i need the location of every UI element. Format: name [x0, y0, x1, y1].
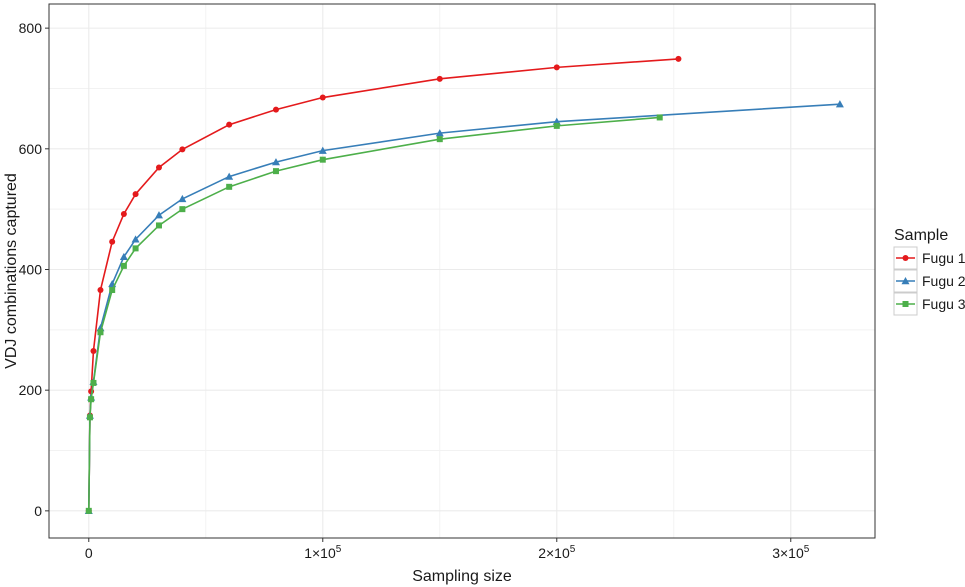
legend: Sample Fugu 1 Fugu 2 Fugu 3: [893, 227, 965, 316]
data-point: [272, 106, 279, 113]
x-tick-label: 3×105: [772, 544, 810, 561]
data-point: [155, 164, 162, 171]
data-point: [132, 191, 139, 198]
series-line: [87, 116, 660, 511]
series-layer: [84, 55, 844, 515]
plot-border: [48, 3, 876, 539]
y-tick-label: 0: [34, 503, 42, 519]
data-point: [119, 252, 128, 261]
data-point: [131, 235, 140, 243]
y-tick-label: 400: [19, 261, 43, 277]
legend-title: Sample: [894, 227, 948, 244]
legend-key-marker: [902, 301, 909, 307]
data-point: [155, 222, 162, 229]
x-tick-label: 1×105: [304, 544, 342, 561]
data-point: [271, 158, 280, 166]
data-point: [226, 121, 233, 128]
plot-panel: [49, 4, 875, 538]
data-point: [656, 114, 663, 121]
series-3: [85, 114, 663, 514]
legend-label: Fugu 1: [922, 250, 965, 266]
data-point: [120, 210, 127, 217]
data-point: [120, 262, 127, 269]
legend-item: Fugu 1: [893, 246, 965, 270]
grid-minor: [49, 4, 875, 538]
data-point: [435, 129, 444, 137]
x-tick-label: 0: [85, 545, 93, 561]
data-point: [88, 396, 95, 403]
data-point: [272, 168, 279, 175]
data-point: [154, 211, 163, 219]
data-point: [318, 146, 327, 154]
data-point: [553, 122, 560, 129]
grid-major: [49, 4, 875, 538]
data-point: [835, 100, 844, 108]
data-point: [319, 94, 326, 101]
series-line: [87, 58, 679, 511]
data-point: [97, 329, 104, 336]
legend-key-marker: [902, 255, 909, 261]
data-point: [226, 183, 233, 190]
legend-item: Fugu 2: [893, 269, 965, 293]
data-point: [109, 287, 116, 294]
y-tick-label: 200: [19, 382, 43, 398]
data-point: [132, 245, 139, 252]
y-axis-title: VDJ combinations captured: [3, 173, 20, 369]
data-point: [90, 379, 97, 386]
x-axis: 0 1×105 2×105 3×105: [85, 538, 810, 561]
data-point: [436, 136, 443, 143]
data-point: [109, 238, 116, 245]
data-point: [90, 347, 97, 354]
y-tick-label: 800: [19, 20, 43, 36]
x-tick-label: 2×105: [538, 544, 576, 561]
y-tick-label: 600: [19, 141, 43, 157]
legend-label: Fugu 3: [922, 296, 965, 312]
data-point: [86, 414, 93, 421]
data-point: [436, 75, 443, 82]
legend-label: Fugu 2: [922, 273, 965, 289]
legend-key-marker: [901, 277, 910, 285]
data-point: [225, 172, 234, 180]
data-point: [178, 194, 187, 203]
data-point: [319, 156, 326, 163]
data-point: [179, 206, 186, 213]
x-axis-title: Sampling size: [412, 568, 512, 585]
data-point: [675, 55, 682, 62]
y-axis: 0 200 400 600 800: [19, 20, 49, 519]
data-point: [179, 146, 186, 153]
legend-item: Fugu 3: [893, 292, 965, 316]
data-point: [85, 507, 92, 514]
data-point: [97, 287, 104, 294]
data-point: [553, 64, 560, 71]
